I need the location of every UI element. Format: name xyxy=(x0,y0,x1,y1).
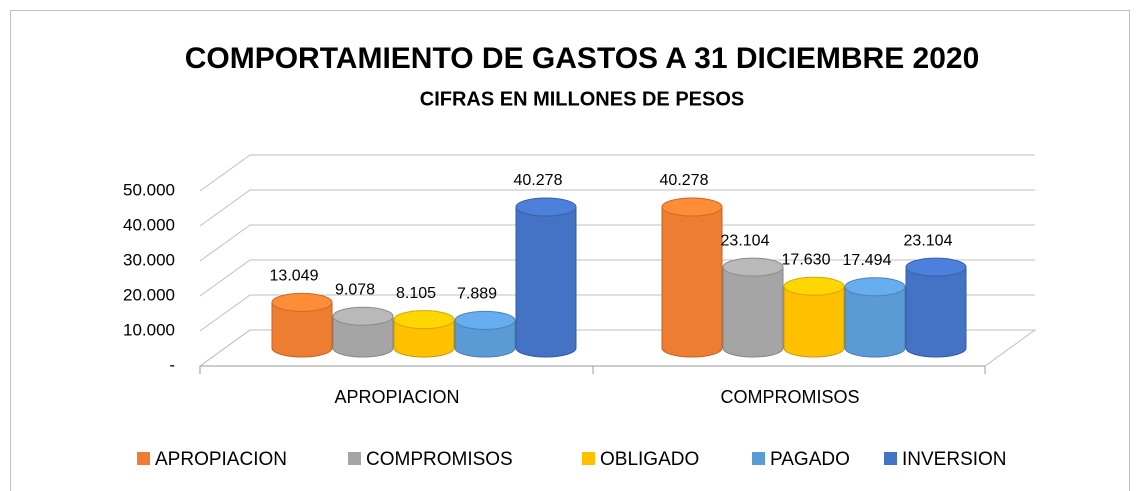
bar-top xyxy=(454,310,516,330)
bar-top xyxy=(722,257,784,277)
data-label: 13.049 xyxy=(270,268,319,285)
chart-title: COMPORTAMIENTO DE GASTOS A 31 DICIEMBRE … xyxy=(185,42,980,75)
x-tick-label: COMPROMISOS xyxy=(720,387,859,407)
legend-label: PAGADO xyxy=(770,449,850,470)
data-label: 7.889 xyxy=(457,286,497,303)
data-label: 17.630 xyxy=(782,252,831,269)
bar-top xyxy=(905,257,967,277)
bar-top xyxy=(661,197,723,217)
legend-swatch xyxy=(884,452,897,465)
data-label: 23.104 xyxy=(904,232,953,249)
bar xyxy=(905,266,967,358)
y-tick-label: 10.000 xyxy=(123,320,175,339)
y-tick-label: 40.000 xyxy=(123,215,175,234)
legend-label: COMPROMISOS xyxy=(366,449,513,470)
grid-line xyxy=(199,224,1035,262)
bar xyxy=(393,319,455,358)
data-label: 17.494 xyxy=(843,252,892,269)
bar-top xyxy=(515,197,577,217)
legend-swatch xyxy=(137,452,150,465)
data-label: 40.278 xyxy=(514,172,563,189)
bar-top xyxy=(271,292,333,312)
bar xyxy=(722,266,784,358)
bar xyxy=(661,206,723,358)
bar-top xyxy=(844,277,906,297)
y-tick-label: - xyxy=(169,355,175,374)
bar xyxy=(515,206,577,358)
bar xyxy=(271,301,333,358)
bar-top xyxy=(393,310,455,330)
data-label: 23.104 xyxy=(721,232,770,249)
bar xyxy=(332,315,394,358)
grid-line xyxy=(199,189,1035,227)
grid-line xyxy=(199,154,1035,192)
y-tick-label: 30.000 xyxy=(123,250,175,269)
legend-label: APROPIACION xyxy=(155,449,287,470)
bar xyxy=(783,285,845,358)
bar xyxy=(454,319,516,358)
bar xyxy=(844,286,906,358)
legend-swatch xyxy=(582,452,595,465)
data-label: 8.105 xyxy=(396,285,436,302)
data-label: 9.078 xyxy=(335,281,375,298)
data-label: 40.278 xyxy=(660,172,709,189)
y-tick-label: 20.000 xyxy=(123,285,175,304)
x-tick-label: APROPIACION xyxy=(334,387,459,407)
legend-swatch xyxy=(348,452,361,465)
bar-top xyxy=(783,276,845,296)
legend-label: INVERSION xyxy=(902,449,1007,470)
legend-swatch xyxy=(752,452,765,465)
bar-top xyxy=(332,306,394,326)
y-tick-label: 50.000 xyxy=(123,180,175,199)
legend-label: OBLIGADO xyxy=(600,449,699,470)
chart-subtitle: CIFRAS EN MILLONES DE PESOS xyxy=(420,88,744,110)
